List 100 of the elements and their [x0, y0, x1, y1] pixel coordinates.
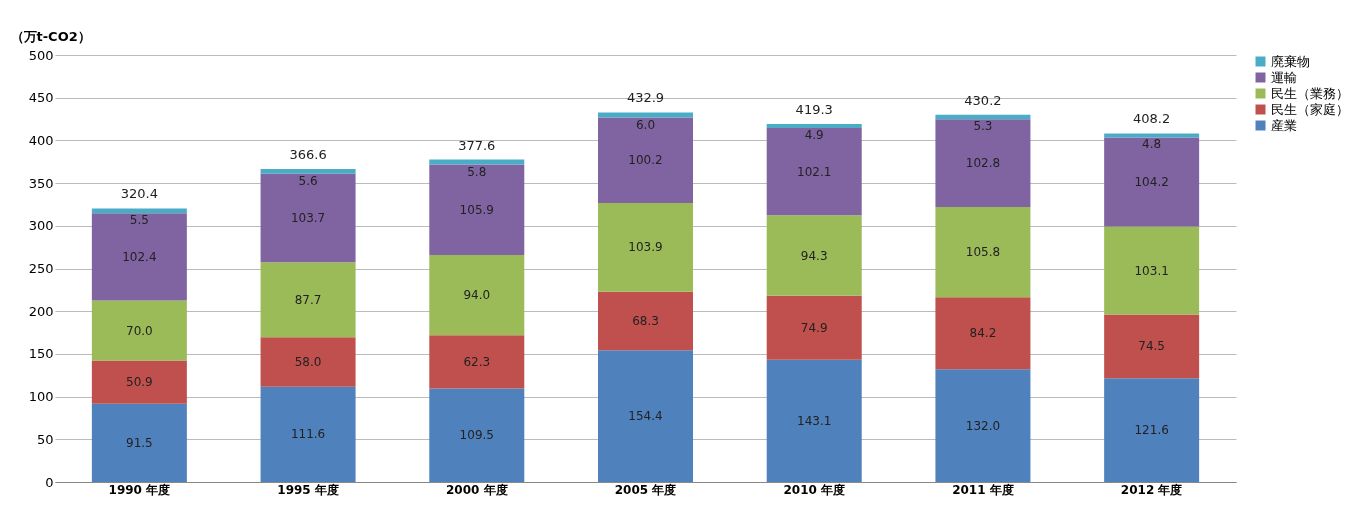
data-label: 111.6	[290, 427, 326, 442]
legend-label: 民生（家庭）	[1271, 101, 1349, 117]
bar	[1104, 314, 1200, 379]
y-axis-title: （万t-CO2）	[10, 28, 91, 44]
data-label: 5.6	[298, 173, 318, 188]
y-tick-label: 450	[28, 90, 54, 106]
data-label: 50.9	[126, 375, 153, 390]
bar	[91, 403, 187, 482]
bar	[1104, 378, 1200, 482]
data-label: 5.8	[467, 164, 487, 179]
y-tick-label: 400	[28, 132, 54, 148]
data-label: 94.3	[800, 248, 828, 263]
x-tick-label: 2000 年度	[446, 482, 508, 497]
data-label: 70.0	[126, 323, 153, 338]
data-label: 4.9	[804, 128, 824, 143]
y-tick-label: 50	[36, 431, 54, 447]
data-label: 132.0	[965, 418, 1001, 433]
bar	[91, 300, 187, 361]
data-label: 109.5	[459, 428, 494, 443]
bar	[935, 369, 1031, 482]
bar	[598, 117, 693, 204]
bar	[935, 207, 1031, 298]
x-tick-label: 2005 年度	[614, 482, 677, 497]
data-label: 6.0	[635, 117, 656, 132]
bar	[766, 295, 862, 360]
data-label: 103.7	[290, 210, 326, 225]
bar	[91, 360, 187, 404]
x-tick-label: 2010 年度	[783, 482, 845, 497]
total-label: 419.3	[795, 101, 833, 117]
total-label: 377.6	[458, 137, 496, 153]
y-tick-label: 250	[28, 261, 54, 276]
bar	[429, 255, 525, 336]
data-label: 105.8	[965, 245, 1001, 260]
y-tick-label: 100	[28, 389, 54, 405]
bar	[429, 388, 525, 482]
x-tick-label: 1990 年度	[108, 482, 171, 497]
bar	[598, 291, 693, 351]
total-label: 432.9	[626, 90, 665, 106]
data-label: 91.5	[126, 435, 153, 450]
bar	[1104, 137, 1200, 227]
y-tick-label: 150	[28, 346, 54, 362]
bar	[598, 112, 693, 118]
bar	[260, 386, 356, 482]
total-label: 430.2	[964, 92, 1002, 108]
bar	[766, 215, 862, 296]
bar	[1104, 226, 1200, 315]
data-label: 102.8	[965, 156, 1001, 171]
bar	[260, 173, 356, 263]
data-label: 62.3	[463, 354, 491, 369]
y-tick-label: 350	[28, 175, 54, 191]
data-label: 68.3	[632, 313, 659, 328]
bar	[429, 164, 525, 256]
y-tick-label: 0	[45, 474, 54, 490]
data-label: 102.1	[797, 164, 832, 179]
data-label: 102.4	[122, 249, 157, 264]
bar	[1104, 133, 1200, 138]
x-tick-label: 1995 年度	[277, 482, 339, 497]
data-label: 100.2	[628, 153, 663, 168]
data-label: 58.0	[294, 354, 322, 369]
legend-label: 運輸	[1271, 69, 1297, 85]
bar	[766, 128, 862, 216]
data-label: 74.5	[1138, 339, 1165, 354]
y-tick-label: 200	[28, 303, 54, 319]
bar	[91, 208, 187, 214]
data-label: 143.1	[797, 413, 832, 428]
data-label: 94.0	[463, 288, 491, 303]
total-label: 366.6	[289, 146, 327, 162]
y-tick-label: 500	[28, 47, 54, 63]
data-label: 105.9	[459, 202, 494, 217]
y-tick-label: 300	[28, 218, 54, 234]
x-tick-label: 2012 年度	[1120, 482, 1183, 497]
legend-label: 廃棄物	[1271, 53, 1310, 69]
total-label: 408.2	[1133, 111, 1171, 127]
bar	[429, 335, 525, 389]
bar	[260, 337, 356, 387]
bar	[598, 203, 693, 292]
data-label: 5.3	[973, 119, 993, 134]
data-label: 103.1	[1134, 263, 1169, 278]
total-label: 320.4	[120, 186, 158, 202]
bar	[935, 297, 1031, 370]
data-label: 84.2	[969, 326, 997, 341]
legend-label: 民生（業務）	[1271, 85, 1349, 101]
data-label: 4.8	[1142, 137, 1162, 152]
bar	[260, 262, 356, 338]
data-label: 104.2	[1134, 174, 1169, 189]
data-label: 74.9	[800, 320, 828, 335]
data-label: 5.5	[129, 213, 149, 228]
data-label: 87.7	[294, 292, 322, 307]
bar	[766, 359, 862, 482]
bar	[91, 213, 187, 301]
data-label: 121.6	[1134, 423, 1169, 438]
bar	[766, 123, 862, 129]
data-label: 103.9	[628, 240, 663, 255]
bar	[935, 119, 1031, 208]
bar	[598, 350, 693, 482]
legend-label: 産業	[1271, 117, 1297, 133]
bar	[260, 168, 356, 174]
data-label: 154.4	[628, 409, 663, 424]
x-tick-label: 2011 年度	[952, 482, 1014, 497]
bar	[429, 159, 525, 165]
